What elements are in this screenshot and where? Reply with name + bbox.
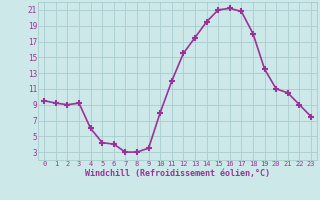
X-axis label: Windchill (Refroidissement éolien,°C): Windchill (Refroidissement éolien,°C) [85,169,270,178]
